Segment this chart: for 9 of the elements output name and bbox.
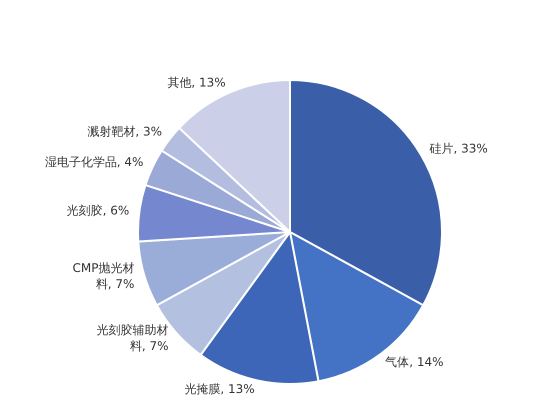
slice-label: 其他, 13% (167, 76, 226, 90)
slice-label: 气体, 14% (385, 355, 444, 370)
slice-label: 光掩膜, 13% (184, 382, 255, 396)
slice-label: 光刻胶辅助材料, 7% (96, 323, 168, 354)
slice-label: 光刻胶, 6% (66, 204, 130, 218)
slice-label: 硅片, 33% (428, 142, 488, 156)
slice-label: 湿电子化学品, 4% (44, 155, 144, 170)
slice-label: 溅射靶材, 3% (87, 124, 162, 139)
slice-label: CMP抛光材料, 7% (72, 261, 134, 292)
